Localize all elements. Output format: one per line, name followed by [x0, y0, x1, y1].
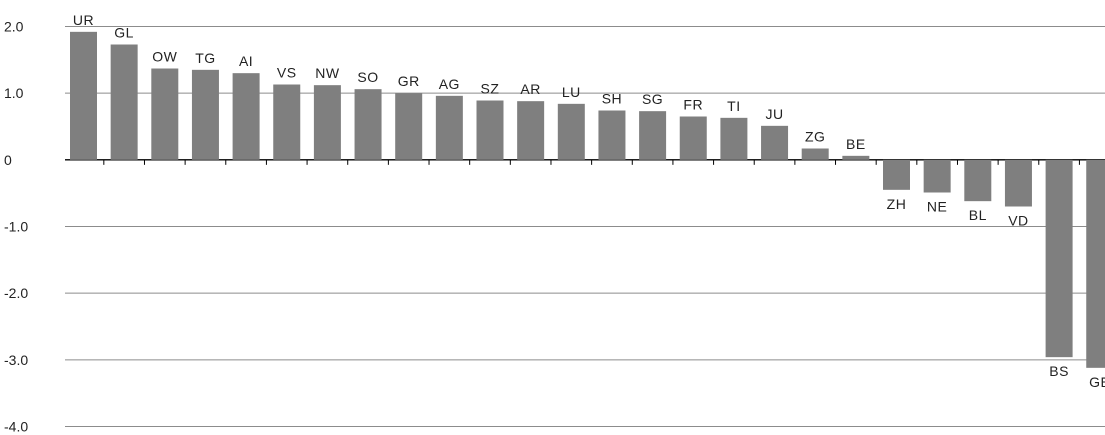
- category-label-lu: LU: [562, 84, 581, 100]
- category-label-fr: FR: [683, 97, 703, 113]
- category-label-gr: GR: [398, 73, 420, 89]
- bar-gr: [395, 93, 423, 160]
- y-tick-label: -1.0: [4, 219, 28, 235]
- bar-sg: [639, 111, 667, 160]
- y-tick-label: 2.0: [4, 19, 24, 35]
- category-label-ar: AR: [520, 81, 540, 97]
- bar-ti: [720, 117, 748, 160]
- bar-ag: [435, 95, 463, 160]
- category-label-ne: NE: [927, 199, 947, 215]
- category-label-vd: VD: [1008, 213, 1028, 229]
- bar-be: [842, 155, 870, 160]
- bar-fr: [679, 116, 707, 160]
- category-label-ag: AG: [439, 76, 460, 92]
- y-tick-label: 1.0: [4, 85, 24, 101]
- y-axis-ticks: 2.0 1.0 0 -1.0 -2.0 -3.0 -4.0: [4, 19, 28, 435]
- gridlines: [65, 26, 1105, 427]
- category-label-so: SO: [357, 69, 378, 85]
- category-label-sg: SG: [642, 91, 663, 107]
- category-label-be: BE: [846, 136, 866, 152]
- y-tick-label: 0: [4, 152, 12, 168]
- bar-tg: [191, 69, 219, 160]
- bar-gl: [110, 44, 138, 160]
- category-label-zg: ZG: [805, 129, 825, 145]
- bar-ju: [761, 125, 789, 160]
- category-label-bs: BS: [1049, 363, 1069, 379]
- bar-lu: [557, 103, 585, 160]
- bar-so: [354, 89, 382, 160]
- bar-bl: [964, 159, 992, 202]
- y-tick-label: -3.0: [4, 352, 28, 368]
- category-label-vs: VS: [277, 65, 297, 81]
- category-label-zh: ZH: [887, 196, 907, 212]
- bar-nw: [313, 85, 341, 160]
- bar-ge: [1086, 159, 1105, 368]
- bar-sz: [476, 100, 504, 160]
- category-label-bl: BL: [969, 207, 987, 223]
- category-label-gl: GL: [114, 25, 134, 41]
- bar-sh: [598, 110, 626, 160]
- bars: [70, 31, 1105, 368]
- bar-bs: [1045, 159, 1073, 358]
- category-label-ur: UR: [73, 12, 94, 28]
- category-label-sh: SH: [602, 91, 622, 107]
- bar-ow: [151, 68, 179, 160]
- category-label-ow: OW: [152, 49, 177, 65]
- bar-zh: [883, 159, 910, 190]
- category-label-ge: GE: [1089, 374, 1105, 390]
- bar-ar: [517, 101, 545, 160]
- category-label-ti: TI: [727, 98, 740, 114]
- category-label-tg: TG: [195, 50, 215, 66]
- category-label-nw: NW: [315, 65, 340, 81]
- category-labels: UR GL OW TG AI VS NW SO GR AG SZ AR LU SH SG FR TI JU ZG BE…: [73, 12, 1105, 390]
- category-label-sz: SZ: [481, 81, 500, 97]
- bar-ne: [923, 159, 951, 193]
- bar-zg: [801, 148, 829, 160]
- bar-ai: [232, 73, 260, 160]
- y-tick-label: -4.0: [4, 419, 28, 435]
- x-axis-ticks: [103, 159, 1080, 165]
- category-label-ai: AI: [239, 53, 253, 69]
- bar-vs: [273, 84, 301, 160]
- bar-ur: [70, 31, 97, 160]
- bar-vd: [1004, 159, 1032, 207]
- y-tick-label: -2.0: [4, 285, 28, 301]
- category-label-ju: JU: [765, 106, 783, 122]
